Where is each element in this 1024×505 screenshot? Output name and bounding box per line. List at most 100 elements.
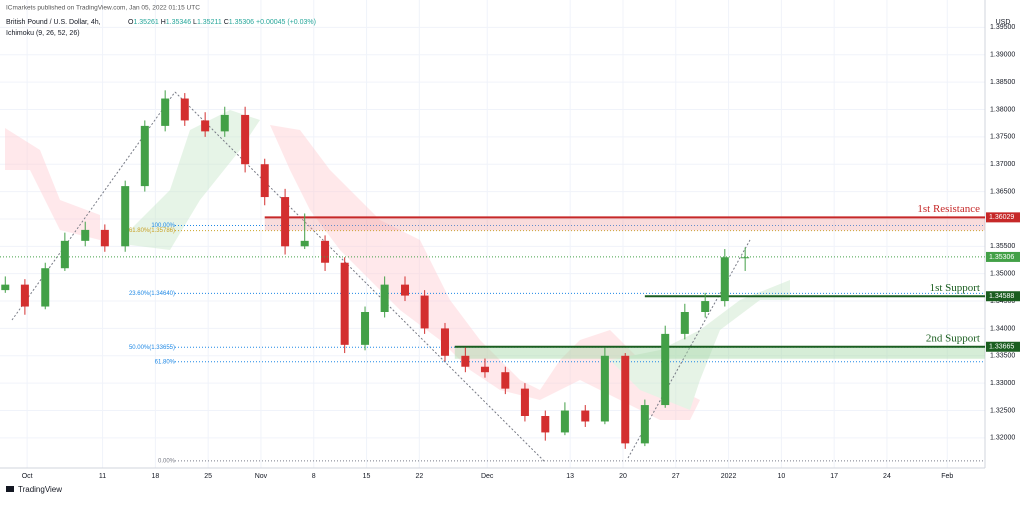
y-tick-label: 1.37500 (990, 134, 1015, 141)
candle-body (20, 284, 29, 307)
candle-body (81, 229, 90, 241)
candle-body (321, 240, 330, 263)
x-tick-label: 24 (883, 473, 891, 480)
candle-body (340, 262, 349, 345)
fib-label: 0.00% (158, 458, 176, 464)
close: 1.35306 (229, 19, 254, 26)
y-tick-label: 1.37000 (990, 161, 1015, 168)
candle-body (440, 328, 449, 356)
trend-line (174, 91, 546, 463)
x-tick-label: Nov (255, 473, 268, 480)
last-price-box (986, 251, 1020, 262)
last-price-label: 1.35306 (989, 254, 1014, 261)
y-tick-label: 1.33000 (990, 380, 1015, 387)
candle-body (401, 284, 410, 296)
x-tick-label: 18 (151, 473, 159, 480)
o-label: O (128, 19, 134, 26)
ichimoku-cloud (5, 110, 790, 420)
candle-body (661, 333, 670, 406)
ohlc: O1.35261 H1.35346 L1.35211 C1.35306 +0.0… (128, 19, 316, 26)
publisher: ICmarkets published on TradingView.com, … (6, 5, 200, 12)
candle-body (581, 410, 590, 422)
low: 1.35211 (197, 19, 222, 26)
candle-body (220, 114, 229, 132)
cloud (130, 110, 260, 250)
candle-body (420, 295, 429, 329)
y-tick-label: 1.32500 (990, 407, 1015, 414)
candle-body (720, 257, 729, 302)
level-name: 2nd Support (926, 332, 980, 344)
y-tick-label: 1.33500 (990, 353, 1015, 360)
candle-body (600, 355, 609, 422)
x-tick-label: 11 (99, 473, 106, 480)
h-label: H (161, 19, 166, 26)
high: 1.35346 (166, 19, 191, 26)
y-tick-label: 1.39000 (990, 52, 1015, 59)
candle-body (361, 312, 370, 345)
c-label: C (224, 19, 229, 26)
candle-body (461, 355, 470, 367)
indicator: Ichimoku (9, 26, 52, 26) (6, 30, 80, 37)
cloud (610, 280, 790, 410)
candle-body (480, 366, 489, 373)
symbol: British Pound / U.S. Dollar, 4h, (6, 19, 101, 26)
x-tick-label: Feb (941, 473, 953, 480)
price-box (986, 291, 1020, 302)
candle-body (520, 388, 529, 416)
x-tick-label: 25 (204, 473, 212, 480)
fib-label: 61.80% (155, 359, 176, 365)
resistance-zone (264, 217, 986, 231)
level-name: 1st Resistance (917, 203, 980, 215)
y-tick-label: 1.35500 (990, 243, 1015, 250)
price-box (986, 341, 1020, 352)
x-tick-label: 13 (566, 473, 574, 480)
price-box-label: 1.34588 (989, 293, 1014, 300)
candle-body (260, 164, 269, 198)
candle-body (241, 114, 250, 165)
y-tick-label: 1.38500 (990, 79, 1015, 86)
fib-label: 50.00%(1.33655) (129, 345, 175, 351)
y-tick-label: 1.36500 (990, 188, 1015, 195)
open: 1.35261 (133, 19, 158, 26)
fib-label: 61.80%(1.35786) (129, 228, 175, 234)
candle-body (140, 125, 149, 187)
logo (6, 486, 14, 492)
candles (1, 90, 750, 449)
candle-body (560, 410, 569, 433)
x-tick-label: Oct (22, 473, 33, 480)
candle-body (1, 284, 10, 291)
x-tick-label: 8 (312, 473, 316, 480)
y-tick-label: 1.34500 (990, 298, 1015, 305)
y-tick-label: 1.32000 (990, 435, 1015, 442)
candle-body (60, 240, 69, 269)
x-tick-label: 27 (672, 473, 680, 480)
fib-label: 23.60%(1.34640) (129, 291, 175, 297)
y-tick-label: 1.34000 (990, 325, 1015, 332)
x-tick-label: 10 (777, 473, 785, 480)
candle-body (501, 372, 510, 389)
candle-body (741, 257, 750, 259)
change: +0.00045 (+0.03%) (256, 19, 316, 26)
candle-body (680, 312, 689, 334)
price-box-label: 1.36029 (989, 214, 1014, 221)
x-tick-label: 17 (830, 473, 838, 480)
candle-body (541, 416, 550, 433)
cloud (5, 128, 100, 240)
candle-body (640, 405, 649, 444)
currency: USD (996, 19, 1011, 26)
fib-label: 100.00% (151, 223, 175, 229)
trend-line (11, 91, 176, 321)
price-box (986, 212, 1020, 223)
candle-body (41, 268, 50, 307)
price-box-label: 1.33665 (989, 344, 1014, 351)
candle-body (180, 98, 189, 121)
brand: TradingView (6, 485, 62, 494)
l-label: L (193, 19, 197, 26)
candle-body (161, 98, 170, 126)
x-tick-label: Dec (481, 473, 494, 480)
candle-body (121, 186, 130, 247)
x-tick-label: 2022 (721, 473, 737, 480)
candle-body (281, 197, 290, 247)
